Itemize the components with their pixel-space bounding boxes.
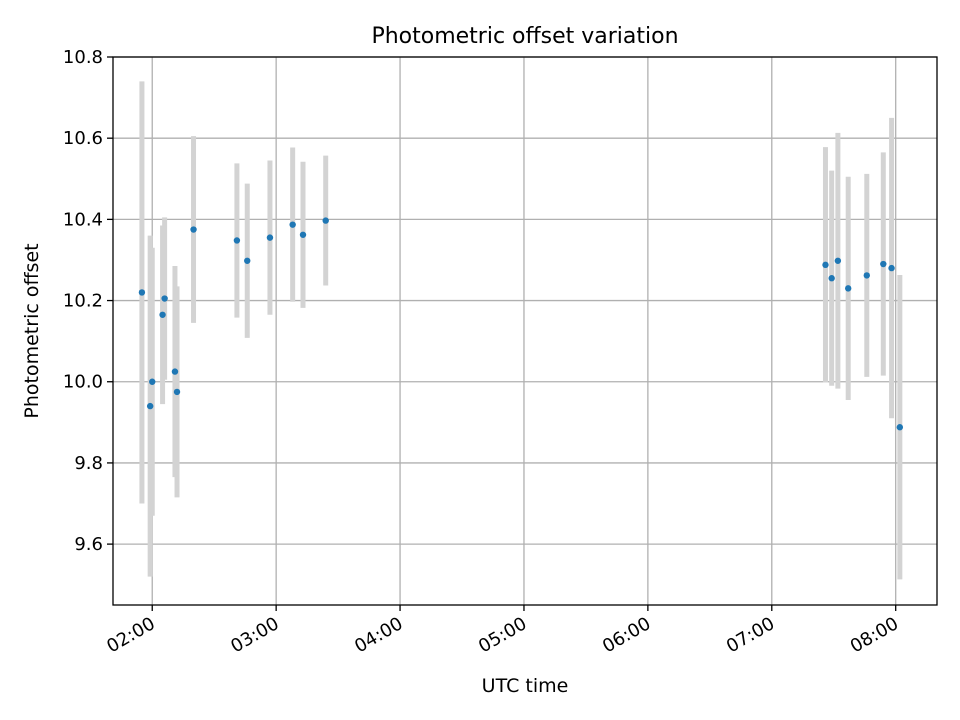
data-point (244, 257, 251, 264)
data-point (173, 388, 181, 396)
data-point (190, 226, 197, 233)
data-point (322, 217, 329, 224)
data-point (289, 221, 296, 228)
data-point (834, 257, 842, 264)
error-bars (139, 81, 903, 580)
y-tick-label: 9.6 (74, 534, 103, 555)
data-point (149, 378, 156, 385)
data-point (888, 264, 895, 272)
data-point (896, 424, 904, 431)
grid (113, 56, 937, 605)
data-point (863, 272, 870, 279)
data-point (161, 295, 168, 302)
x-tick-label: 02:00 (103, 613, 158, 657)
data-point (822, 261, 829, 269)
data-point (299, 231, 307, 238)
data-point (171, 368, 179, 375)
x-tick-label: 03:00 (227, 613, 282, 657)
data-point (138, 289, 146, 296)
data-point (844, 285, 852, 292)
data-point (159, 311, 166, 318)
x-tick-label: 05:00 (475, 613, 530, 657)
chart-title: Photometric offset variation (371, 24, 678, 49)
plot-frame (112, 56, 938, 606)
y-tick-label: 10.8 (63, 47, 103, 68)
x-tick-label: 08:00 (847, 613, 902, 657)
y-tick-label: 10.6 (63, 128, 103, 149)
y-tick-label: 10.0 (63, 372, 103, 393)
y-tick-label: 10.2 (63, 291, 103, 312)
x-tick-label: 04:00 (351, 613, 406, 657)
y-tick-label: 10.4 (63, 209, 103, 230)
data-point (828, 275, 835, 282)
x-tick-label: 06:00 (599, 613, 654, 657)
data-point (233, 237, 241, 244)
data-point (266, 234, 274, 241)
y-axis-label: Photometric offset (21, 243, 43, 418)
x-tick-label: 07:00 (723, 613, 778, 657)
x-axis-label: UTC time (482, 675, 569, 697)
data-point (146, 402, 154, 410)
y-tick-label: 9.8 (74, 453, 103, 474)
data-point (880, 260, 887, 268)
data-points (138, 217, 904, 431)
